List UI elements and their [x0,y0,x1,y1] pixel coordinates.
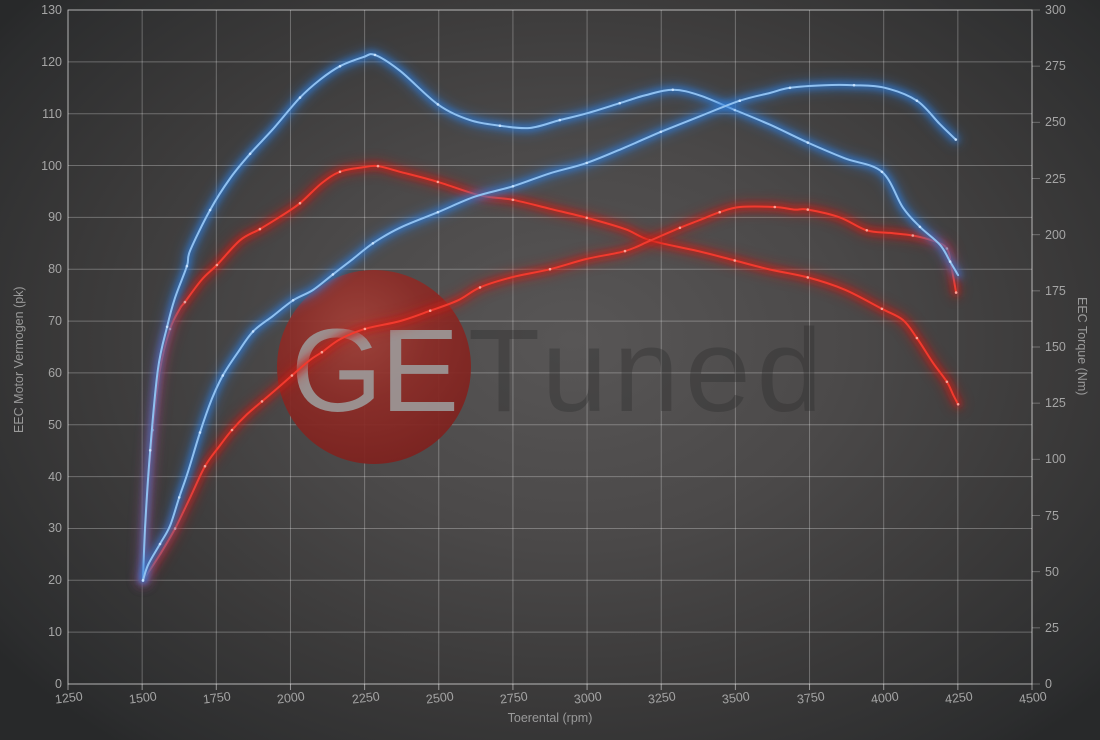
curve-stock-torque [137,160,964,587]
y-right-tick-label: 150 [1045,340,1066,354]
y-left-tick-label: 80 [48,262,62,277]
curve-tuned-torque [137,48,964,587]
y-left-tick-label: 110 [42,106,62,121]
y-left-tick-label: 120 [41,54,62,69]
y-right-tick-label: 300 [1045,3,1066,17]
y-left-tick-label: 130 [41,3,62,17]
y-left-tick-label: 40 [48,469,62,484]
y-right-tick-label: 125 [1045,396,1066,411]
y-left-tick-label: 60 [48,365,62,380]
y-axis-left-title: EEC Motor Vermogen (pk) [12,286,26,433]
curve-stock-power [137,201,962,586]
y-right-tick-label: 75 [1045,508,1059,523]
y-left-tick-label: 30 [48,521,62,536]
y-left-tick-label: 100 [41,158,62,173]
y-axis-right-title: EEC Torque (Nm) [1075,297,1089,396]
y-left-tick-label: 50 [48,417,62,432]
y-left-tick-label: 10 [48,625,62,640]
y-right-tick-label: 100 [1045,452,1066,467]
y-left-tick-label: 0 [55,677,62,691]
curve-tuned-power [137,79,962,586]
y-right-tick-label: 175 [1045,283,1066,298]
y-left-tick-label: 20 [48,573,62,588]
y-right-tick-label: 275 [1045,59,1066,74]
plot-border [67,9,1040,690]
y-right-tick-label: 250 [1045,115,1066,130]
y-left-tick-label: 90 [48,210,62,225]
dyno-curves [137,48,964,587]
y-right-tick-label: 0 [1045,677,1052,691]
watermark-tuned-text: Tuned [468,305,828,437]
watermark: GE Tuned [277,270,828,464]
y-right-tick-label: 200 [1045,227,1066,242]
y-right-tick-label: 25 [1045,620,1059,635]
y-left-tick-label: 70 [48,314,62,329]
x-axis-title: Toerental (rpm) [507,711,593,725]
y-right-tick-label: 225 [1045,171,1066,186]
y-right-tick-label: 50 [1045,564,1059,579]
